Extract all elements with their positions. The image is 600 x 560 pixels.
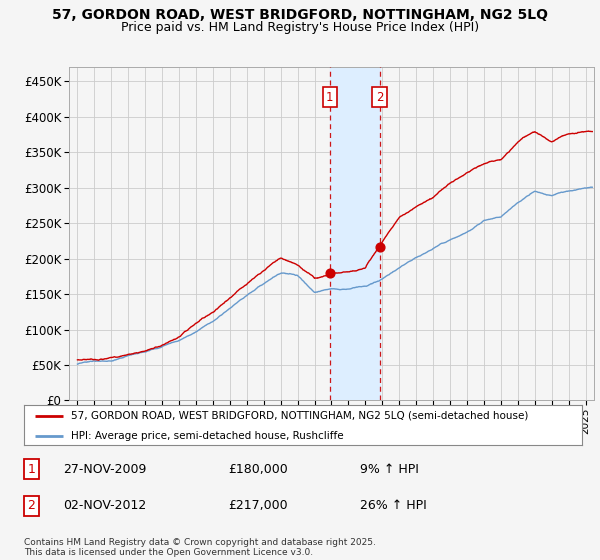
Text: 1: 1 bbox=[27, 463, 35, 476]
Text: 2: 2 bbox=[27, 499, 35, 512]
Text: 2: 2 bbox=[376, 91, 383, 104]
Point bbox=[375, 242, 385, 251]
Text: 1: 1 bbox=[326, 91, 334, 104]
Text: 02-NOV-2012: 02-NOV-2012 bbox=[63, 499, 146, 512]
Text: Price paid vs. HM Land Registry's House Price Index (HPI): Price paid vs. HM Land Registry's House … bbox=[121, 21, 479, 34]
Point bbox=[325, 268, 335, 277]
Text: 57, GORDON ROAD, WEST BRIDGFORD, NOTTINGHAM, NG2 5LQ: 57, GORDON ROAD, WEST BRIDGFORD, NOTTING… bbox=[52, 8, 548, 22]
Text: 27-NOV-2009: 27-NOV-2009 bbox=[63, 463, 146, 476]
Text: HPI: Average price, semi-detached house, Rushcliffe: HPI: Average price, semi-detached house,… bbox=[71, 431, 344, 441]
Bar bbox=[330, 67, 380, 400]
Text: £180,000: £180,000 bbox=[228, 463, 288, 476]
Text: Contains HM Land Registry data © Crown copyright and database right 2025.
This d: Contains HM Land Registry data © Crown c… bbox=[24, 538, 376, 557]
Text: £217,000: £217,000 bbox=[228, 499, 287, 512]
Text: 57, GORDON ROAD, WEST BRIDGFORD, NOTTINGHAM, NG2 5LQ (semi-detached house): 57, GORDON ROAD, WEST BRIDGFORD, NOTTING… bbox=[71, 411, 529, 421]
Text: 9% ↑ HPI: 9% ↑ HPI bbox=[360, 463, 419, 476]
Text: 26% ↑ HPI: 26% ↑ HPI bbox=[360, 499, 427, 512]
